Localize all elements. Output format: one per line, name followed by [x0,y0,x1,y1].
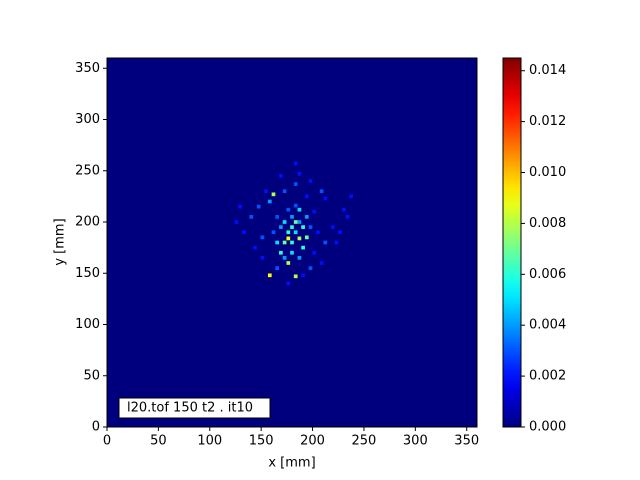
heatmap-cell [304,215,309,219]
heatmap-cell [293,230,298,235]
colorbar-tick-label: 0.000 [529,420,566,435]
x-tick-label: 200 [300,434,325,449]
y-tick-label: 100 [75,317,100,332]
heatmap-cell [282,256,287,260]
heatmap-cell [286,230,291,235]
heatmap-cell [271,192,276,197]
heatmap-cell [316,230,320,235]
heatmap-cell [297,220,302,224]
y-tick-label: 350 [75,61,100,76]
y-tick-label: 0 [92,420,100,435]
heatmap-cell [253,245,257,250]
heatmap-cell [334,240,339,245]
heatmap-cell [338,230,342,235]
heatmap-cell [297,207,302,212]
heatmap-cell [249,215,254,219]
heatmap-cell [282,240,287,245]
heatmap-cell [319,261,324,265]
heatmap-cell [286,207,291,212]
heatmap-cell [323,240,328,245]
heatmap-cell [345,215,350,219]
colorbar-tick-label: 0.008 [529,216,566,231]
heatmap-cell [293,274,298,279]
x-tick-label: 100 [197,434,222,449]
heatmap-cell [349,194,354,199]
x-tick-label: 300 [403,434,428,449]
annotation: l20.tof 150 t2 . it10 [127,401,253,416]
heatmap-cell [301,245,305,250]
heatmap-cell [301,273,305,278]
heatmap-cell [267,199,272,204]
heatmap-cell [330,225,335,229]
heatmap-cell [264,189,268,194]
colorbar-tick-label: 0.002 [529,369,566,384]
y-tick-label: 250 [75,163,100,178]
heatmap-cell [297,256,302,260]
heatmap-cell [279,250,283,255]
heatmap-cell [275,215,280,219]
y-tick-label: 300 [75,112,100,127]
heatmap-cell [279,174,283,178]
heatmap-cell [256,204,261,209]
heatmap-cell [319,189,324,194]
colorbar-tick-label: 0.014 [529,63,566,78]
x-axis-label: x [mm] [268,456,315,471]
heatmap-cell [323,196,328,201]
y-tick-label: 150 [75,266,100,281]
heatmap-cell [282,189,287,194]
heatmap-cell [286,281,291,286]
colorbar-tick-label: 0.004 [529,318,566,333]
heatmap-cell [304,235,309,240]
heatmap-cell [308,179,313,183]
heatmap-cell [297,171,302,176]
y-tick-label: 200 [75,215,100,230]
annotation-box [118,397,271,419]
heatmap-cell [260,256,265,260]
heatmap-cell [260,235,265,240]
y-axis-label: y [mm] [53,218,68,265]
heatmap-cell [275,240,280,245]
heatmap-cell [290,240,294,245]
heatmap-cell [238,204,243,209]
x-tick-label: 150 [249,434,274,449]
colorbar-tick-label: 0.006 [529,267,566,282]
heatmap-cell [286,236,291,241]
heatmap-cell [286,261,291,265]
x-tick-label: 50 [150,434,167,449]
heatmap-cell [293,220,298,224]
heatmap-cell [312,250,317,255]
heatmap-cell [242,230,246,235]
heatmap-cell [267,273,272,278]
heatmap-cell [271,230,276,235]
x-tick-label: 0 [103,434,111,449]
plot-frame [106,57,478,428]
heatmap-cell [290,225,294,229]
colorbar-tick-label: 0.012 [529,114,566,129]
y-tick-label: 50 [83,368,100,383]
heatmap-cell [297,236,302,241]
heatmap-cell [312,209,317,214]
heatmap-cell [279,225,283,229]
x-tick-label: 350 [454,434,479,449]
heatmap-cell [341,207,346,212]
heatmap-cell [293,203,298,208]
colorbar-tick-label: 0.010 [529,165,566,180]
heatmap-cell [301,225,305,229]
x-tick-label: 250 [352,434,377,449]
heatmap-cell [234,220,239,224]
heatmap-cell [290,215,294,219]
heatmap-cell [275,266,280,270]
heatmap-cell [308,266,313,270]
heatmap-cell [293,182,298,186]
heatmap-cell [282,220,287,224]
heatmap-cell [293,161,298,166]
heatmap-cell [290,250,294,255]
colorbar [502,57,522,428]
heatmap-cell [308,225,313,229]
heatmap-cell [304,194,309,199]
